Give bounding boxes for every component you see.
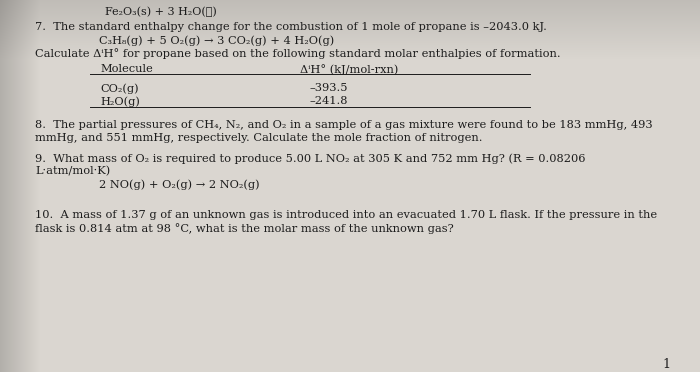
Text: –241.8: –241.8 <box>310 96 349 106</box>
Text: 7.  The standard enthalpy change for the combustion of 1 mole of propane is –204: 7. The standard enthalpy change for the … <box>35 22 547 32</box>
Text: 2 NO(g) + O₂(g) → 2 NO₂(g): 2 NO(g) + O₂(g) → 2 NO₂(g) <box>70 179 260 190</box>
Text: mmHg, and 551 mmHg, respectively. Calculate the mole fraction of nitrogen.: mmHg, and 551 mmHg, respectively. Calcul… <box>35 133 482 143</box>
Text: Fe₂O₃(s) + 3 H₂O(ℓ): Fe₂O₃(s) + 3 H₂O(ℓ) <box>105 6 217 16</box>
Text: flask is 0.814 atm at 98 °C, what is the molar mass of the unknown gas?: flask is 0.814 atm at 98 °C, what is the… <box>35 223 454 234</box>
Text: H₂O(g): H₂O(g) <box>100 96 140 106</box>
Text: CO₂(g): CO₂(g) <box>100 83 139 94</box>
Text: ΔⁱH° (kJ/mol-rxn): ΔⁱH° (kJ/mol-rxn) <box>300 64 398 75</box>
Text: C₃H₈(g) + 5 O₂(g) → 3 CO₂(g) + 4 H₂O(g): C₃H₈(g) + 5 O₂(g) → 3 CO₂(g) + 4 H₂O(g) <box>70 35 335 45</box>
Text: –393.5: –393.5 <box>310 83 349 93</box>
Text: 9.  What mass of O₂ is required to produce 5.00 L NO₂ at 305 K and 752 mm Hg? (R: 9. What mass of O₂ is required to produc… <box>35 153 585 164</box>
Text: 1: 1 <box>662 358 670 371</box>
Text: Molecule: Molecule <box>100 64 153 74</box>
Text: 10.  A mass of 1.37 g of an unknown gas is introduced into an evacuated 1.70 L f: 10. A mass of 1.37 g of an unknown gas i… <box>35 210 657 220</box>
Text: L·atm/mol·K): L·atm/mol·K) <box>35 166 111 176</box>
Text: 8.  The partial pressures of CH₄, N₂, and O₂ in a sample of a gas mixture were f: 8. The partial pressures of CH₄, N₂, and… <box>35 120 652 130</box>
Text: Calculate ΔⁱH° for propane based on the following standard molar enthalpies of f: Calculate ΔⁱH° for propane based on the … <box>35 48 561 59</box>
